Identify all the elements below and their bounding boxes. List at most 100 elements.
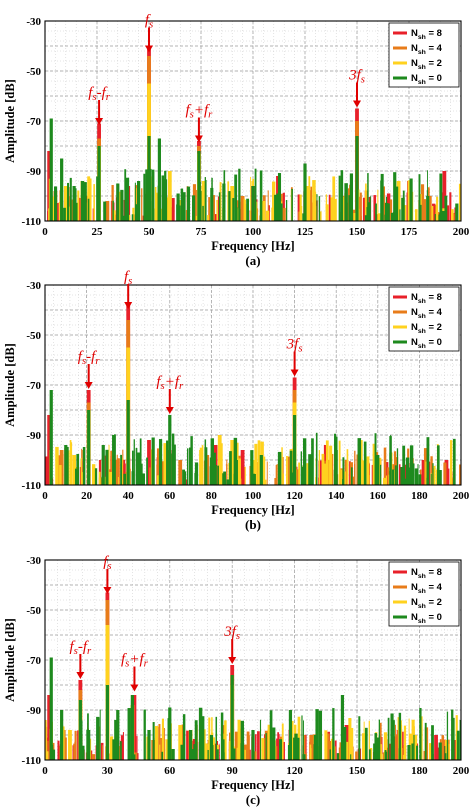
peak-bar — [189, 447, 193, 485]
noise-bar — [146, 457, 148, 485]
noise-bar — [75, 202, 78, 221]
peak-bar — [105, 201, 110, 221]
peak-bar — [293, 415, 297, 485]
noise-bar — [301, 715, 303, 760]
noise-bar — [334, 199, 337, 221]
y-tick-label: -70 — [26, 655, 41, 667]
noise-bar — [123, 473, 127, 485]
peak-bar — [49, 390, 53, 485]
legend-entry: Nsh = 8 — [411, 567, 442, 580]
series-4 — [49, 657, 461, 760]
y-tick-label: -30 — [26, 16, 41, 28]
noise-bar — [80, 457, 82, 485]
peak-bar — [116, 183, 120, 221]
peak-bar — [313, 735, 317, 760]
noise-bar — [123, 215, 126, 221]
x-axis-label: Frequency [Hz] — [211, 503, 294, 517]
noise-bar — [228, 191, 231, 221]
noise-bar — [378, 457, 382, 485]
noise-bar — [389, 199, 393, 221]
noise-bar — [87, 176, 91, 221]
peak-bar — [288, 710, 293, 760]
annotation-label: fs+fr — [156, 374, 184, 392]
noise-bar — [325, 204, 329, 221]
noise-bar — [146, 736, 148, 760]
noise-bar — [423, 448, 427, 485]
noise-bar — [397, 717, 400, 760]
noise-bar — [82, 446, 86, 485]
noise-bar — [217, 196, 220, 221]
noise-bar — [67, 206, 71, 221]
peak-bar — [147, 136, 151, 221]
noise-bar — [429, 743, 432, 760]
x-tick-label: 120 — [286, 765, 303, 777]
noise-bar — [244, 466, 246, 485]
noise-bar — [379, 722, 382, 760]
x-tick-label: 100 — [245, 226, 262, 238]
noise-bar — [391, 476, 393, 485]
noise-bar — [114, 719, 117, 760]
peak-bar — [272, 727, 276, 760]
peak-bar — [78, 700, 82, 760]
x-tick-label: 30 — [102, 765, 114, 777]
noise-bar — [220, 712, 224, 760]
x-tick-label: 150 — [349, 226, 366, 238]
x-tick-label: 175 — [401, 226, 418, 238]
noise-bar — [277, 451, 282, 485]
noise-bar — [374, 433, 377, 485]
noise-bar — [349, 173, 354, 221]
noise-bar — [395, 724, 397, 760]
peak-bar — [438, 742, 442, 760]
peak-bar — [167, 171, 172, 221]
noise-bar — [261, 738, 265, 760]
y-tick-label: -90 — [26, 705, 41, 717]
legend-entry: Nsh = 0 — [411, 337, 442, 350]
noise-bar — [342, 479, 344, 485]
noise-bar — [419, 707, 422, 760]
annotation-arrow-head — [130, 684, 139, 692]
x-tick-label: 20 — [81, 490, 93, 502]
noise-bar — [400, 467, 403, 485]
peak-bar — [47, 695, 52, 760]
x-tick-label: 120 — [286, 490, 303, 502]
annotation: fs — [145, 13, 153, 53]
noise-bar — [216, 199, 218, 221]
noise-bar — [201, 743, 205, 760]
annotation-arrow-head — [194, 135, 203, 143]
noise-bar — [216, 749, 219, 760]
x-axis-label: Frequency [Hz] — [211, 239, 294, 253]
noise-bar — [367, 173, 369, 221]
noise-bar — [161, 175, 165, 221]
peak-bar — [303, 163, 307, 221]
legend-entry: Nsh = 0 — [411, 73, 442, 86]
noise-bar — [396, 448, 399, 485]
peak-bar — [407, 745, 411, 760]
noise-bar — [235, 207, 238, 221]
noise-bar — [306, 463, 309, 485]
noise-bar — [198, 707, 203, 760]
peak-bar — [72, 186, 76, 221]
noise-bar — [101, 745, 103, 760]
peak-bar — [427, 196, 432, 221]
noise-bar — [387, 717, 390, 760]
peak-bar — [87, 730, 91, 760]
noise-bar — [103, 201, 107, 221]
noise-bar — [46, 751, 49, 760]
noise-bar — [160, 738, 163, 760]
x-tick-label: 40 — [123, 490, 135, 502]
noise-bar — [375, 203, 377, 221]
noise-bar — [285, 200, 288, 221]
y-tick-label: -110 — [21, 480, 41, 492]
noise-bar — [432, 203, 436, 221]
noise-bar — [161, 751, 164, 760]
noise-bar — [304, 753, 307, 760]
x-tick-label: 200 — [453, 490, 470, 502]
noise-bar — [135, 447, 138, 485]
noise-bar — [217, 465, 219, 485]
noise-bar — [453, 740, 457, 760]
noise-bar — [154, 726, 159, 760]
noise-bar — [110, 450, 113, 485]
noise-bar — [454, 213, 456, 221]
noise-bar — [401, 197, 405, 221]
noise-bar — [394, 465, 397, 485]
